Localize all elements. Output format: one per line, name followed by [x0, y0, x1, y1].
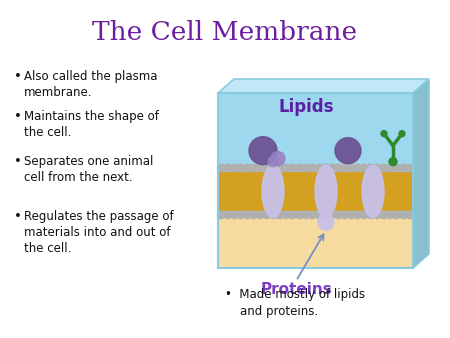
Circle shape [250, 164, 257, 172]
Circle shape [308, 164, 316, 172]
Circle shape [283, 211, 290, 219]
Circle shape [406, 164, 414, 172]
Circle shape [271, 152, 285, 166]
Text: •: • [14, 110, 22, 123]
Circle shape [380, 164, 387, 172]
Circle shape [315, 164, 323, 172]
Circle shape [243, 164, 251, 172]
Circle shape [256, 164, 264, 172]
Circle shape [230, 164, 238, 172]
Circle shape [347, 211, 355, 219]
Circle shape [341, 164, 349, 172]
Circle shape [224, 211, 232, 219]
Circle shape [268, 156, 278, 167]
Text: Lipids: Lipids [278, 98, 334, 116]
Circle shape [321, 164, 329, 172]
Text: The Cell Membrane: The Cell Membrane [92, 20, 358, 45]
Circle shape [318, 214, 334, 230]
Circle shape [387, 211, 394, 219]
Circle shape [393, 164, 401, 172]
Text: •  Made mostly of lipids
    and proteins.: • Made mostly of lipids and proteins. [225, 288, 365, 318]
Circle shape [374, 164, 381, 172]
Circle shape [217, 164, 225, 172]
Circle shape [283, 164, 290, 172]
Circle shape [354, 164, 361, 172]
Circle shape [302, 164, 310, 172]
Circle shape [341, 211, 349, 219]
Circle shape [217, 211, 225, 219]
Text: Separates one animal
cell from the next.: Separates one animal cell from the next. [24, 155, 153, 184]
Polygon shape [218, 79, 429, 93]
Circle shape [347, 164, 355, 172]
Circle shape [334, 164, 342, 172]
Circle shape [250, 211, 257, 219]
Circle shape [276, 164, 284, 172]
Circle shape [270, 211, 277, 219]
Circle shape [249, 137, 277, 165]
Circle shape [335, 138, 361, 164]
Circle shape [389, 158, 397, 166]
Circle shape [328, 211, 336, 219]
Ellipse shape [315, 165, 337, 218]
Circle shape [387, 164, 394, 172]
Circle shape [367, 211, 374, 219]
Circle shape [399, 131, 405, 137]
Polygon shape [413, 79, 429, 268]
Circle shape [406, 211, 414, 219]
Circle shape [276, 211, 284, 219]
Circle shape [237, 211, 244, 219]
Circle shape [263, 164, 270, 172]
Circle shape [308, 211, 316, 219]
Circle shape [360, 164, 368, 172]
Ellipse shape [362, 165, 384, 218]
Circle shape [296, 211, 303, 219]
Bar [218, 93, 413, 216]
Ellipse shape [262, 165, 284, 218]
Text: •: • [14, 210, 22, 223]
Circle shape [381, 131, 387, 137]
Circle shape [230, 211, 238, 219]
Bar [218, 216, 413, 268]
Circle shape [400, 164, 407, 172]
Circle shape [334, 211, 342, 219]
Text: Regulates the passage of
materials into and out of
the cell.: Regulates the passage of materials into … [24, 210, 174, 255]
Text: Maintains the shape of
the cell.: Maintains the shape of the cell. [24, 110, 159, 139]
Circle shape [328, 164, 336, 172]
Bar [218, 172, 413, 211]
Bar [218, 93, 413, 268]
Circle shape [393, 211, 401, 219]
Circle shape [243, 211, 251, 219]
Circle shape [374, 211, 381, 219]
Circle shape [400, 211, 407, 219]
Circle shape [224, 164, 232, 172]
Circle shape [302, 211, 310, 219]
Circle shape [315, 211, 323, 219]
Circle shape [354, 211, 361, 219]
Circle shape [380, 211, 387, 219]
Text: Also called the plasma
membrane.: Also called the plasma membrane. [24, 70, 158, 99]
Circle shape [367, 164, 374, 172]
Circle shape [270, 164, 277, 172]
Circle shape [289, 211, 297, 219]
Circle shape [296, 164, 303, 172]
Text: •: • [14, 70, 22, 83]
Text: •: • [14, 155, 22, 168]
Circle shape [289, 164, 297, 172]
Circle shape [256, 211, 264, 219]
Circle shape [321, 211, 329, 219]
Circle shape [237, 164, 244, 172]
Circle shape [263, 211, 270, 219]
Text: Proteins: Proteins [260, 282, 332, 297]
Circle shape [360, 211, 368, 219]
